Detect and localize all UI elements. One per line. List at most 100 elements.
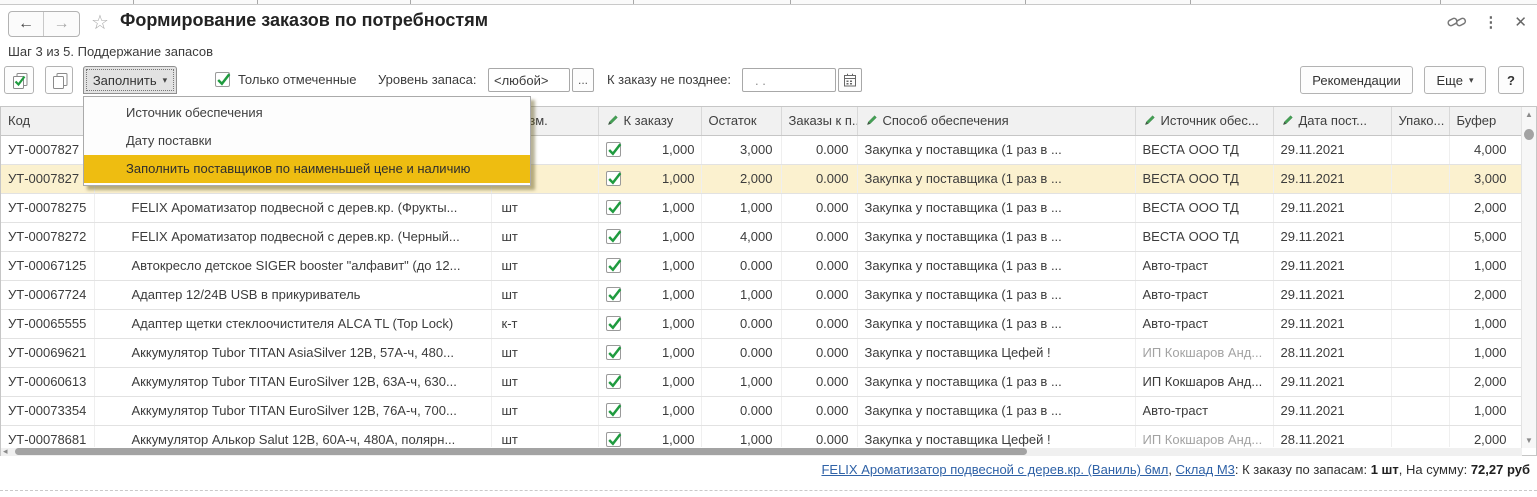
table-row[interactable]: УТ-00069621 Аккумулятор Tubor TITAN AsiaS…: [1, 338, 1522, 368]
cell-buffer[interactable]: 5,000: [1449, 222, 1522, 252]
cell-buffer[interactable]: 1,000: [1449, 338, 1522, 368]
cell-stock[interactable]: 1,000: [701, 280, 782, 310]
cell-buffer[interactable]: 1,000: [1449, 396, 1522, 426]
cell-orders[interactable]: 0.000: [781, 135, 858, 165]
recommendations-button[interactable]: Рекомендации: [1300, 66, 1413, 94]
cell-orders[interactable]: 0.000: [781, 164, 858, 194]
cell-code[interactable]: УТ-0007827: [1, 164, 95, 194]
cell-pack[interactable]: [1391, 222, 1450, 252]
table-row[interactable]: УТ-00078275 FELIX Ароматизатор подвесной …: [1, 193, 1522, 223]
cell-source[interactable]: Авто-траст: [1135, 280, 1274, 310]
stock-level-picker-button[interactable]: ...: [572, 68, 594, 92]
back-button[interactable]: ←: [9, 12, 44, 36]
cell-source[interactable]: ВЕСТА ООО ТД: [1135, 222, 1274, 252]
order-due-date-input[interactable]: . .: [742, 68, 836, 92]
cell-to-order[interactable]: 1,000: [598, 193, 702, 223]
cell-date[interactable]: 29.11.2021: [1273, 280, 1392, 310]
cell-buffer[interactable]: 1,000: [1449, 309, 1522, 339]
cell-buffer[interactable]: 1,000: [1449, 251, 1522, 281]
cell-to-order[interactable]: 1,000: [598, 338, 702, 368]
cell-method[interactable]: Закупка у поставщика (1 раз в ...: [857, 135, 1136, 165]
cell-method[interactable]: Закупка у поставщика (1 раз в ...: [857, 193, 1136, 223]
table-row[interactable]: УТ-00078681 Аккумулятор Алькор Salut 12В,…: [1, 425, 1522, 447]
cell-method[interactable]: Закупка у поставщика (1 раз в ...: [857, 251, 1136, 281]
cell-pack[interactable]: [1391, 193, 1450, 223]
cell-source[interactable]: ВЕСТА ООО ТД: [1135, 164, 1274, 194]
cell-name[interactable]: Аккумулятор Tubor TITAN EuroSilver 12В, …: [94, 396, 492, 426]
cell-stock[interactable]: 1,000: [701, 193, 782, 223]
cell-pack[interactable]: [1391, 164, 1450, 194]
cell-code[interactable]: УТ-00078272: [1, 222, 95, 252]
column-header-pack[interactable]: Упако...: [1391, 107, 1450, 136]
cell-name[interactable]: Автокресло детское SIGER booster "алфави…: [94, 251, 492, 281]
cell-orders[interactable]: 0.000: [781, 425, 858, 447]
cell-to-order[interactable]: 1,000: [598, 280, 702, 310]
cell-name[interactable]: Адаптер 12/24В USB в прикуриватель: [94, 280, 492, 310]
cell-stock[interactable]: 0.000: [701, 396, 782, 426]
cell-name[interactable]: FELIX Ароматизатор подвесной с дерев.кр.…: [94, 222, 492, 252]
cell-to-order[interactable]: 1,000: [598, 164, 702, 194]
cell-name[interactable]: Адаптер щетки стеклоочистителя ALCA TL (…: [94, 309, 492, 339]
row-checkbox[interactable]: [605, 345, 621, 360]
cell-unit[interactable]: шт: [491, 367, 599, 397]
horizontal-scroll-thumb[interactable]: [15, 448, 1027, 455]
table-row[interactable]: УТ-00073354 Аккумулятор Tubor TITAN EuroS…: [1, 396, 1522, 426]
cell-source[interactable]: Авто-траст: [1135, 251, 1274, 281]
row-checkbox[interactable]: [605, 374, 621, 389]
cell-stock[interactable]: 1,000: [701, 425, 782, 447]
row-checkbox[interactable]: [605, 287, 621, 302]
cell-buffer[interactable]: 2,000: [1449, 425, 1522, 447]
cell-orders[interactable]: 0.000: [781, 396, 858, 426]
cell-buffer[interactable]: 4,000: [1449, 135, 1522, 165]
help-button[interactable]: ?: [1498, 66, 1524, 94]
cell-name[interactable]: Аккумулятор Алькор Salut 12В, 60А-ч, 480…: [94, 425, 492, 447]
cell-pack[interactable]: [1391, 338, 1450, 368]
cell-method[interactable]: Закупка у поставщика Цефей !: [857, 338, 1136, 368]
cell-date[interactable]: 29.11.2021: [1273, 396, 1392, 426]
row-checkbox[interactable]: [605, 142, 621, 157]
cell-pack[interactable]: [1391, 280, 1450, 310]
get-link-icon[interactable]: [1447, 14, 1467, 30]
cell-method[interactable]: Закупка у поставщика (1 раз в ...: [857, 280, 1136, 310]
scroll-up-icon[interactable]: ▲: [1525, 110, 1533, 119]
cell-date[interactable]: 28.11.2021: [1273, 425, 1392, 447]
cell-to-order[interactable]: 1,000: [598, 425, 702, 447]
more-actions-button[interactable]: Еще ▾: [1424, 66, 1486, 94]
check-all-button[interactable]: [4, 66, 34, 94]
row-checkbox[interactable]: [605, 229, 621, 244]
cell-pack[interactable]: [1391, 425, 1450, 447]
cell-source[interactable]: Авто-траст: [1135, 309, 1274, 339]
cell-name[interactable]: Аккумулятор Tubor TITAN EuroSilver 12В, …: [94, 367, 492, 397]
cell-stock[interactable]: 0.000: [701, 309, 782, 339]
cell-stock[interactable]: 0.000: [701, 251, 782, 281]
cell-source[interactable]: Авто-траст: [1135, 396, 1274, 426]
row-checkbox[interactable]: [605, 403, 621, 418]
cell-date[interactable]: 29.11.2021: [1273, 135, 1392, 165]
cell-date[interactable]: 29.11.2021: [1273, 222, 1392, 252]
menu-item-delivery-date[interactable]: Дату поставки: [126, 133, 212, 148]
cell-code[interactable]: УТ-00067125: [1, 251, 95, 281]
cell-code[interactable]: УТ-00078275: [1, 193, 95, 223]
cell-code[interactable]: УТ-00065555: [1, 309, 95, 339]
column-header-orders[interactable]: Заказы к п...: [781, 107, 858, 136]
cell-to-order[interactable]: 1,000: [598, 367, 702, 397]
cell-code[interactable]: УТ-00073354: [1, 396, 95, 426]
cell-orders[interactable]: 0.000: [781, 280, 858, 310]
cell-date[interactable]: 29.11.2021: [1273, 193, 1392, 223]
cell-pack[interactable]: [1391, 367, 1450, 397]
cell-method[interactable]: Закупка у поставщика (1 раз в ...: [857, 367, 1136, 397]
scroll-left-icon[interactable]: ◂: [3, 446, 8, 456]
cell-source[interactable]: ИП Кокшаров Анд...: [1135, 425, 1274, 447]
column-header-to_order[interactable]: К заказу: [598, 107, 702, 136]
cell-to-order[interactable]: 1,000: [598, 251, 702, 281]
stock-level-input[interactable]: <любой>: [488, 68, 570, 92]
cell-code[interactable]: УТ-00067724: [1, 280, 95, 310]
cell-stock[interactable]: 1,000: [701, 367, 782, 397]
row-checkbox[interactable]: [605, 258, 621, 273]
cell-pack[interactable]: [1391, 309, 1450, 339]
scroll-down-icon[interactable]: ▼: [1525, 436, 1533, 445]
fill-dropdown-button[interactable]: Заполнить ▾: [83, 66, 177, 94]
row-checkbox[interactable]: [605, 171, 621, 186]
cell-unit[interactable]: шт: [491, 396, 599, 426]
cell-unit[interactable]: шт: [491, 425, 599, 447]
